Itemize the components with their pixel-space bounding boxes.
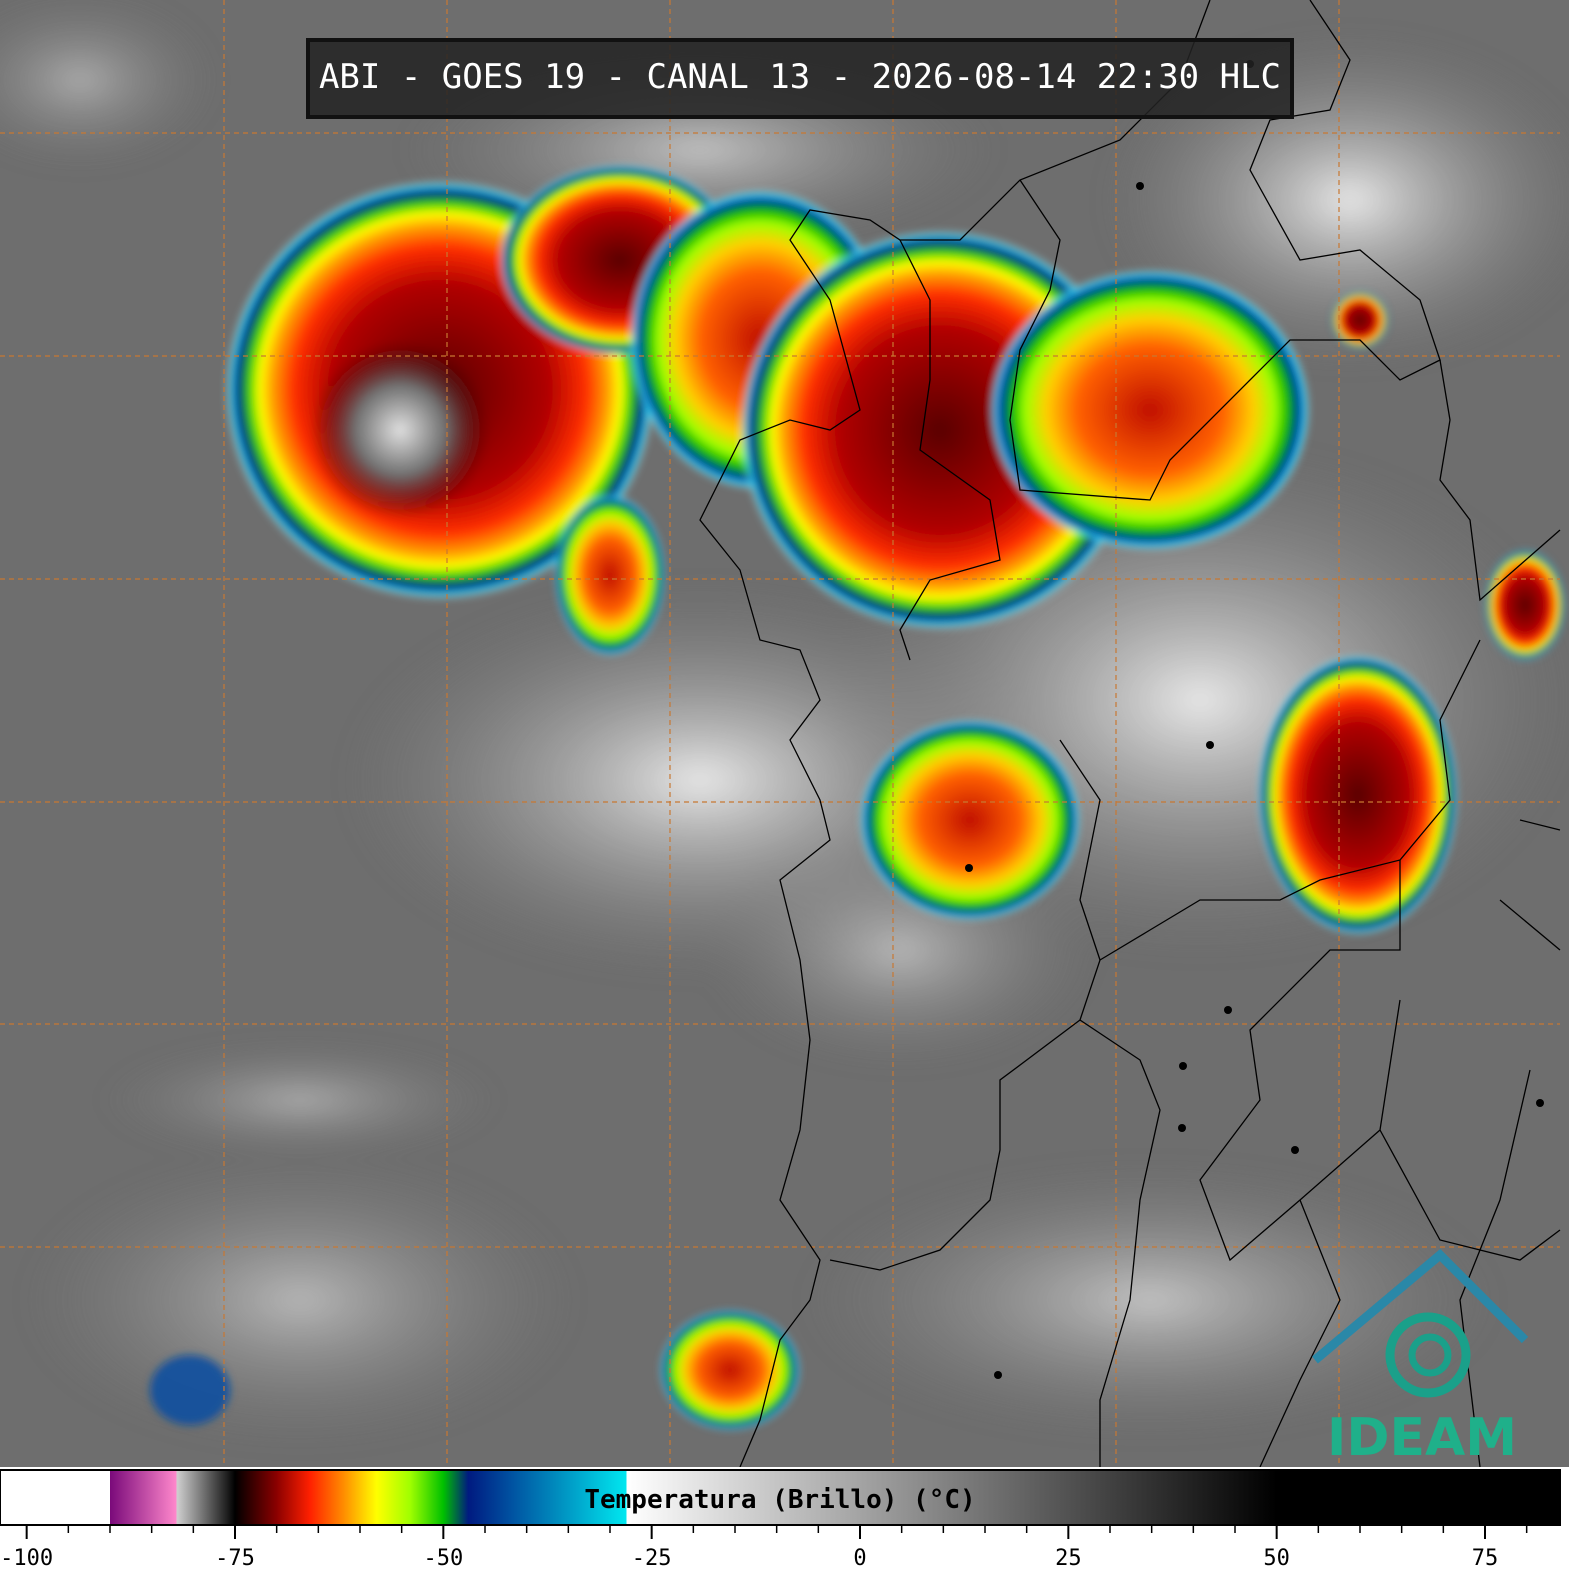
tick-label: 0 bbox=[853, 1546, 866, 1571]
tick-label: -25 bbox=[632, 1546, 672, 1571]
tick-label: 25 bbox=[1055, 1546, 1082, 1571]
tick-label: 75 bbox=[1472, 1546, 1499, 1571]
logo: IDEAM bbox=[1312, 1248, 1529, 1468]
tick-label: -100 bbox=[0, 1546, 53, 1571]
colorbar-label: Temperatura (Brillo) (°C) bbox=[584, 1485, 975, 1515]
logo-text: IDEAM bbox=[1327, 1408, 1517, 1468]
title-box bbox=[306, 38, 1294, 119]
tick-label: -50 bbox=[423, 1546, 463, 1571]
colorbar: Temperatura (Brillo) (°C) -100 -75 -50 -25 0… bbox=[0, 1467, 1569, 1577]
imagery: IDEAM bbox=[0, 0, 1569, 1468]
tick-label: -75 bbox=[215, 1546, 255, 1571]
title: ABI - GOES 19 - CANAL 13 - 2026-08-14 22… bbox=[319, 57, 1281, 97]
tick-label: 50 bbox=[1263, 1546, 1290, 1571]
